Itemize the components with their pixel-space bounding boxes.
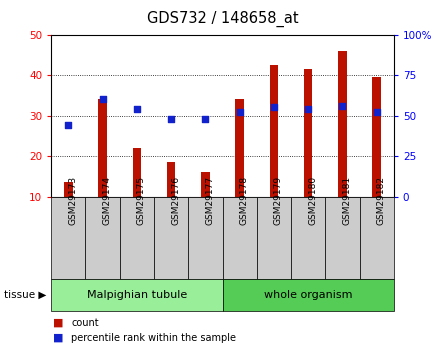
- Bar: [235, 99, 244, 197]
- Bar: [85, 197, 120, 279]
- Point: [168, 116, 175, 121]
- Text: ■: ■: [53, 333, 64, 343]
- Text: GSM29177: GSM29177: [206, 176, 214, 225]
- Bar: [304, 69, 312, 197]
- Point: [236, 110, 243, 115]
- Bar: [188, 197, 222, 279]
- Point: [202, 116, 209, 121]
- Text: GSM29175: GSM29175: [137, 176, 146, 225]
- Bar: [51, 197, 85, 279]
- Point: [271, 105, 278, 110]
- Bar: [201, 172, 210, 197]
- Text: GSM29174: GSM29174: [103, 176, 112, 225]
- Text: tissue ▶: tissue ▶: [4, 290, 47, 300]
- Bar: [372, 77, 381, 197]
- Text: GSM29179: GSM29179: [274, 176, 283, 225]
- Text: GSM29182: GSM29182: [376, 176, 386, 225]
- Bar: [222, 279, 394, 311]
- Bar: [257, 197, 291, 279]
- Bar: [222, 197, 257, 279]
- Point: [339, 103, 346, 109]
- Point: [305, 106, 312, 112]
- Text: GDS732 / 148658_at: GDS732 / 148658_at: [147, 11, 298, 27]
- Bar: [133, 148, 141, 197]
- Point: [373, 110, 380, 115]
- Text: GSM29176: GSM29176: [171, 176, 180, 225]
- Bar: [51, 279, 223, 311]
- Text: Malpighian tubule: Malpighian tubule: [87, 290, 187, 300]
- Bar: [270, 65, 278, 197]
- Bar: [167, 162, 175, 197]
- Bar: [120, 197, 154, 279]
- Text: GSM29181: GSM29181: [343, 176, 352, 225]
- Bar: [154, 197, 188, 279]
- Point: [134, 106, 141, 112]
- Point: [99, 97, 106, 102]
- Text: GSM29178: GSM29178: [239, 176, 249, 225]
- Bar: [291, 197, 325, 279]
- Text: whole organism: whole organism: [264, 290, 352, 300]
- Point: [65, 122, 72, 128]
- Text: GSM29180: GSM29180: [308, 176, 317, 225]
- Text: GSM29173: GSM29173: [69, 176, 77, 225]
- Bar: [98, 99, 107, 197]
- Bar: [325, 197, 360, 279]
- Bar: [360, 197, 394, 279]
- Bar: [64, 183, 73, 197]
- Bar: [338, 51, 347, 197]
- Text: percentile rank within the sample: percentile rank within the sample: [71, 333, 236, 343]
- Text: count: count: [71, 318, 99, 327]
- Text: ■: ■: [53, 318, 64, 327]
